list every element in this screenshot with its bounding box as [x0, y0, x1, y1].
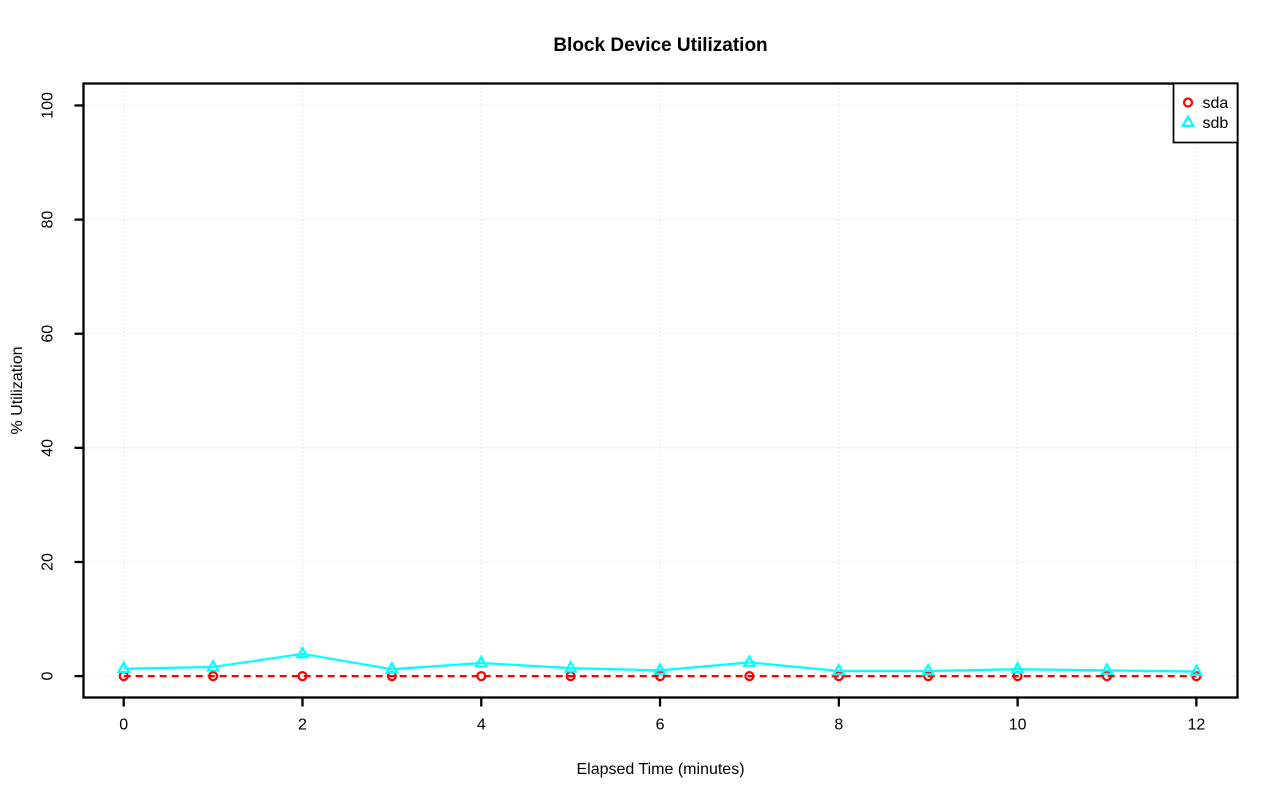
- data-point-triangle: [1189, 663, 1204, 677]
- legend-label-sda: sda: [1203, 95, 1229, 112]
- x-tick-label: 0: [119, 717, 128, 734]
- data-point-triangle: [474, 654, 489, 668]
- x-tick-label: 2: [298, 717, 307, 734]
- x-axis-label: Elapsed Time (minutes): [576, 761, 744, 778]
- x-tick-label: 8: [834, 717, 843, 734]
- x-tick-label: 12: [1187, 717, 1205, 734]
- legend: sda sdb: [1172, 82, 1239, 144]
- chart-title: Block Device Utilization: [553, 35, 767, 56]
- data-point-triangle: [563, 659, 578, 673]
- data-point-triangle: [742, 654, 757, 667]
- x-tick-label: 6: [656, 717, 665, 734]
- legend-label-sdb: sdb: [1203, 115, 1229, 132]
- data-point-triangle: [206, 658, 221, 672]
- series-sdb: [116, 645, 1204, 677]
- data-point-triangle: [295, 645, 310, 659]
- data-point-triangle: [831, 662, 846, 676]
- y-tick-label: 80: [40, 211, 57, 229]
- data-point-triangle: [1010, 660, 1025, 674]
- y-axis: 0 20 40 60 80 100: [40, 92, 84, 681]
- x-axis: 0 2 4 6 8 10 12: [119, 697, 1205, 734]
- data-point-triangle: [1099, 662, 1115, 675]
- data-point-triangle: [384, 660, 399, 674]
- y-axis-label: % Utilization: [9, 346, 26, 434]
- data-point-circle: [1191, 671, 1202, 682]
- data-point-circle: [923, 671, 934, 682]
- legend-box: [1172, 82, 1239, 144]
- series-sdb-line: [123, 652, 1197, 673]
- data-point-triangle: [1180, 114, 1196, 127]
- grid: [83, 83, 1238, 698]
- data-point-circle: [476, 671, 487, 682]
- data-point-circle: [654, 671, 666, 682]
- y-tick-label: 100: [40, 92, 57, 119]
- data-point-circle: [744, 671, 755, 682]
- data-point-circle: [297, 671, 308, 682]
- y-tick-label: 60: [40, 325, 57, 343]
- y-tick-label: 20: [40, 553, 57, 571]
- data-point-circle: [208, 671, 219, 682]
- data-point-circle: [1182, 97, 1194, 108]
- y-tick-label: 0: [40, 672, 57, 681]
- x-tick-label: 4: [477, 717, 486, 734]
- chart-render-root: 0 2 4 6 8 10 12 0 20 40 60 80 100 sda sdb: [40, 82, 1239, 734]
- data-point-circle: [1101, 671, 1113, 682]
- x-tick-label: 10: [1009, 717, 1027, 734]
- y-tick-label: 40: [40, 439, 57, 457]
- data-point-triangle: [921, 662, 936, 676]
- data-point-circle: [833, 671, 844, 682]
- data-point-triangle: [116, 660, 131, 674]
- data-point-triangle: [652, 662, 668, 675]
